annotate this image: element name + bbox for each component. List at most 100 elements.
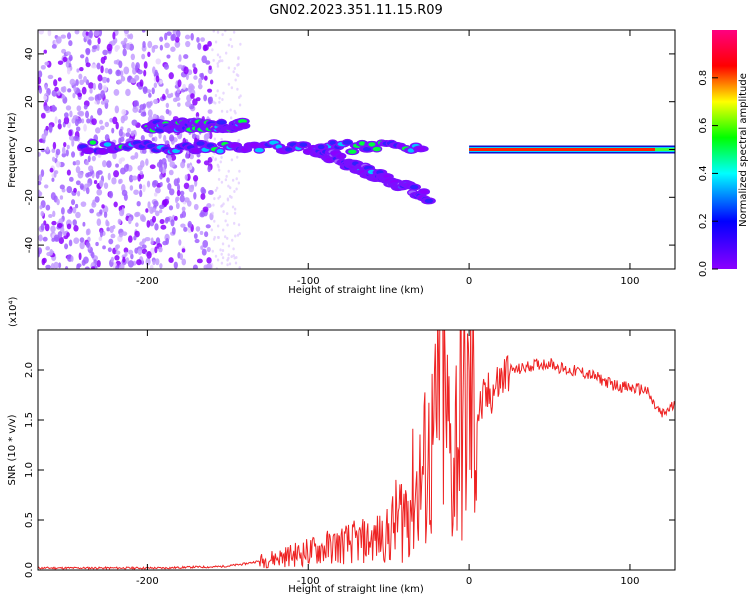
band-blob-inner bbox=[89, 140, 97, 145]
carrier-band-tail bbox=[655, 148, 675, 151]
noise-blob bbox=[187, 222, 192, 228]
noise-blob bbox=[165, 216, 171, 222]
noise-blob bbox=[58, 218, 64, 224]
noise-blob bbox=[94, 127, 101, 134]
snr-ytick-label: 2.0 bbox=[24, 362, 35, 378]
noise-blob bbox=[120, 115, 126, 124]
noise-blob bbox=[216, 62, 219, 66]
noise-blob bbox=[80, 201, 87, 207]
noise-blob bbox=[85, 47, 91, 54]
noise-blob bbox=[123, 66, 130, 75]
noise-blob bbox=[146, 220, 151, 228]
noise-blob bbox=[114, 105, 120, 114]
noise-blob bbox=[56, 198, 60, 206]
noise-blob bbox=[61, 207, 65, 215]
noise-blob bbox=[158, 165, 163, 173]
noise-blob bbox=[183, 226, 188, 232]
noise-blob bbox=[153, 82, 158, 89]
noise-blob bbox=[208, 131, 213, 140]
noise-blob bbox=[51, 44, 57, 49]
band-blob-inner bbox=[98, 149, 107, 154]
noise-blob bbox=[99, 229, 103, 238]
noise-blob bbox=[40, 210, 45, 217]
noise-blob bbox=[145, 257, 151, 266]
noise-blob bbox=[106, 77, 110, 83]
noise-blob bbox=[38, 174, 43, 182]
noise-blob bbox=[196, 258, 203, 264]
noise-blob bbox=[202, 44, 208, 52]
noise-blob bbox=[106, 227, 111, 232]
noise-blob bbox=[165, 102, 170, 109]
noise-blob bbox=[95, 170, 100, 179]
noise-blob bbox=[218, 100, 221, 104]
noise-blob bbox=[96, 62, 101, 70]
noise-blob bbox=[79, 54, 85, 59]
noise-blob bbox=[47, 30, 52, 37]
noise-blob bbox=[132, 106, 139, 113]
noise-blob bbox=[221, 204, 224, 208]
noise-blob bbox=[112, 116, 118, 125]
noise-blob bbox=[85, 187, 90, 195]
noise-blob bbox=[179, 190, 185, 196]
noise-blob bbox=[149, 164, 156, 170]
noise-blob bbox=[86, 182, 91, 188]
noise-blob bbox=[43, 105, 50, 112]
noise-blob bbox=[239, 42, 242, 46]
noise-blob bbox=[159, 80, 163, 85]
noise-blob bbox=[142, 41, 146, 49]
noise-blob bbox=[101, 204, 105, 209]
noise-blob bbox=[160, 224, 167, 230]
noise-blob bbox=[139, 189, 143, 198]
noise-blob bbox=[152, 44, 159, 49]
band-blob-inner bbox=[196, 141, 205, 146]
noise-blob bbox=[100, 90, 106, 99]
spectrogram-ytick-label: 20 bbox=[24, 95, 35, 108]
noise-blob bbox=[207, 109, 213, 114]
noise-blob bbox=[159, 204, 165, 210]
noise-blob bbox=[196, 159, 201, 164]
noise-blob bbox=[130, 253, 134, 260]
noise-blob bbox=[176, 189, 181, 197]
noise-blob bbox=[159, 44, 164, 51]
noise-blob bbox=[116, 79, 123, 85]
noise-blob bbox=[142, 148, 147, 154]
noise-blob bbox=[134, 247, 139, 254]
noise-blob bbox=[134, 212, 140, 218]
noise-blob bbox=[121, 109, 127, 116]
noise-blob bbox=[75, 159, 81, 166]
band-blob-inner bbox=[329, 140, 336, 146]
band-blob-inner bbox=[419, 189, 429, 194]
noise-blob bbox=[218, 96, 221, 100]
noise-blob bbox=[61, 86, 66, 93]
noise-blob bbox=[188, 185, 195, 193]
noise-blob bbox=[129, 185, 134, 191]
noise-blob bbox=[96, 218, 102, 226]
noise-blob bbox=[227, 43, 231, 47]
noise-blob bbox=[66, 32, 72, 40]
noise-blob bbox=[139, 79, 144, 87]
noise-blob bbox=[94, 196, 100, 203]
noise-blob bbox=[73, 187, 77, 193]
noise-blob bbox=[184, 34, 191, 40]
noise-blob bbox=[177, 64, 184, 69]
noise-blob bbox=[217, 177, 221, 181]
noise-blob bbox=[97, 37, 101, 45]
noise-blob bbox=[75, 126, 81, 132]
spectrogram-ytick-label: -20 bbox=[24, 189, 35, 205]
noise-blob bbox=[45, 246, 51, 251]
noise-blob bbox=[104, 67, 109, 74]
noise-blob bbox=[102, 85, 108, 92]
noise-blob bbox=[207, 165, 211, 173]
noise-blob bbox=[194, 238, 200, 244]
noise-blob bbox=[75, 180, 81, 186]
noise-blob bbox=[38, 180, 42, 186]
noise-blob bbox=[63, 116, 70, 125]
noise-blob bbox=[175, 202, 180, 209]
noise-blob bbox=[96, 44, 100, 51]
noise-blob bbox=[89, 88, 93, 94]
noise-blob bbox=[229, 186, 232, 190]
noise-blob bbox=[63, 112, 69, 118]
noise-blob bbox=[67, 208, 73, 214]
band-blob-inner bbox=[407, 148, 415, 153]
noise-blob bbox=[54, 116, 58, 124]
